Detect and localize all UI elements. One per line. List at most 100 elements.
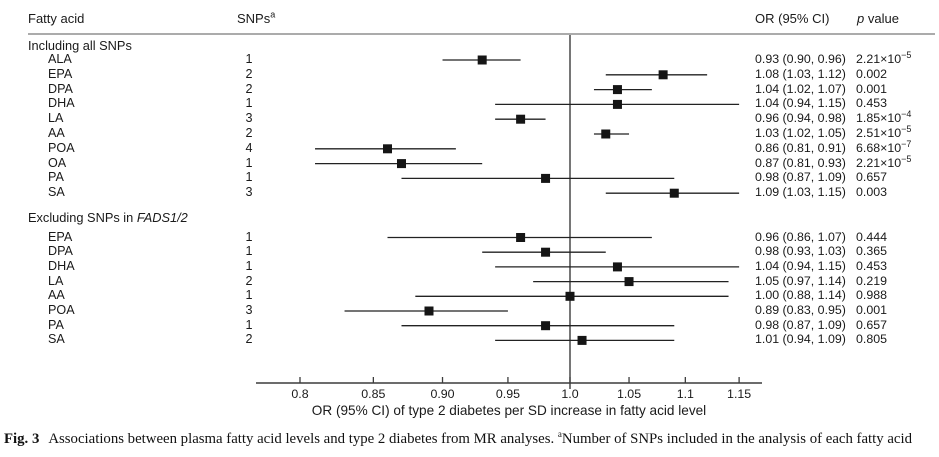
- point-marker: [516, 114, 526, 124]
- x-axis-tick-label: 1.0: [561, 387, 578, 401]
- p-value-exponent: −7: [901, 138, 912, 149]
- column-header-fatty-acid: Fatty acid: [28, 11, 85, 26]
- x-axis-tick-label: 0.85: [361, 387, 385, 401]
- p-value: 0.657: [856, 318, 887, 332]
- point-marker: [658, 70, 668, 80]
- p-value: 2.51×10−5: [856, 123, 912, 140]
- snp-count: 2: [245, 332, 253, 347]
- figure-caption: Fig. 3 Associations between plasma fatty …: [4, 430, 937, 448]
- row-label: LA: [48, 273, 64, 288]
- point-marker: [477, 55, 487, 65]
- or-ci-value: 0.96 (0.86, 1.07): [755, 229, 846, 244]
- point-marker: [624, 277, 634, 287]
- point-marker: [565, 291, 575, 301]
- p-value-base: 0.453: [856, 258, 888, 273]
- row-label: DPA: [48, 81, 73, 96]
- row-label: DHA: [48, 258, 75, 273]
- p-value: 0.444: [856, 230, 887, 244]
- or-ci-value: 0.98 (0.87, 1.09): [755, 317, 846, 332]
- or-ci-value: 0.98 (0.87, 1.09): [755, 170, 846, 185]
- x-axis-tick-label: 0.95: [496, 387, 520, 401]
- x-axis-label: OR (95% CI) of type 2 diabetes per SD in…: [311, 403, 707, 418]
- p-value: 0.003: [856, 185, 887, 199]
- caption-label: Fig. 3: [4, 431, 40, 447]
- or-ci-value: 1.08 (1.03, 1.12): [755, 66, 846, 81]
- p-value-base: 0.453: [856, 96, 888, 111]
- snp-count: 2: [245, 81, 253, 96]
- p-value: 1.85×10−4: [856, 109, 912, 126]
- p-value-base: 0.444: [856, 229, 888, 244]
- p-value: 0.453: [856, 259, 887, 273]
- p-value-exponent: −5: [901, 123, 912, 134]
- point-marker: [577, 335, 587, 345]
- or-ci-value: 0.96 (0.94, 0.98): [755, 111, 846, 126]
- p-value-base: 0.805: [856, 332, 888, 347]
- p-value-base: 0.003: [856, 185, 888, 200]
- row-label: SA: [48, 332, 65, 347]
- row-label: EPA: [48, 229, 73, 244]
- p-value: 0.805: [856, 332, 887, 346]
- point-marker: [396, 159, 406, 169]
- snp-count: 1: [245, 258, 253, 273]
- p-header-rest: value: [867, 11, 899, 26]
- point-marker: [516, 233, 526, 242]
- p-value: 0.001: [856, 82, 887, 96]
- x-axis-tick-label: 0.90: [430, 387, 454, 401]
- p-value: 0.453: [856, 96, 887, 110]
- section-title: Including all SNPs: [28, 38, 132, 53]
- caption-text: Associations between plasma fatty acid l…: [48, 431, 558, 447]
- p-value-base: 2.51×10: [856, 126, 902, 140]
- row-label: PA: [48, 170, 64, 185]
- point-marker: [669, 188, 679, 198]
- snp-count: 2: [245, 66, 253, 81]
- section-title: Excluding SNPs in FADS1/2: [28, 210, 188, 225]
- section-title-text: Including all SNPs: [28, 37, 132, 53]
- row-label: POA: [48, 140, 75, 155]
- or-ci-value: 1.00 (0.88, 1.14): [755, 288, 846, 303]
- p-value: 2.21×10−5: [856, 153, 912, 170]
- snp-count: 1: [245, 288, 253, 303]
- column-header-snps: SNPsa: [237, 10, 275, 26]
- p-value: 0.002: [856, 67, 887, 81]
- snp-count: 1: [245, 229, 253, 244]
- snps-header-text: SNPs: [237, 11, 271, 26]
- row-label: POA: [48, 303, 75, 317]
- row-label: DHA: [48, 96, 75, 111]
- snp-count: 1: [245, 170, 253, 185]
- or-ci-value: 1.03 (1.02, 1.05): [755, 126, 846, 140]
- p-value-exponent: −5: [901, 153, 912, 164]
- p-value: 0.657: [856, 170, 887, 184]
- row-label: EPA: [48, 66, 73, 81]
- p-value-exponent: −4: [901, 109, 912, 120]
- header-separator-rule: [28, 33, 935, 35]
- p-value-base: 0.002: [856, 66, 888, 81]
- p-value-base: 0.001: [856, 303, 888, 317]
- snp-count: 1: [245, 52, 253, 66]
- p-value: 0.001: [856, 303, 887, 317]
- row-label: ALA: [48, 52, 72, 66]
- p-value-base: 0.365: [856, 244, 888, 259]
- point-marker: [541, 173, 551, 183]
- snp-count: 2: [245, 126, 253, 140]
- p-value-base: 2.21×10: [856, 155, 902, 170]
- caption-footnote-text: Number of SNPs included in the analysis …: [561, 431, 913, 447]
- p-value: 2.21×10−5: [856, 49, 912, 66]
- or-ci-value: 1.05 (0.97, 1.14): [755, 273, 846, 288]
- p-value-exponent: −5: [901, 49, 912, 60]
- snp-count: 3: [245, 111, 253, 126]
- row-label: AA: [48, 126, 65, 140]
- column-header-or-ci: OR (95% CI): [755, 11, 830, 26]
- row-label: DPA: [48, 244, 73, 259]
- or-ci-value: 1.01 (0.94, 1.09): [755, 332, 846, 347]
- p-value-base: 1.85×10: [856, 111, 902, 126]
- snp-count: 3: [245, 303, 253, 317]
- point-marker: [383, 144, 393, 154]
- p-value-base: 0.657: [856, 317, 888, 332]
- or-ci-value: 1.04 (1.02, 1.07): [755, 81, 846, 96]
- p-value-base: 0.657: [856, 170, 888, 185]
- row-label: SA: [48, 185, 65, 200]
- snp-count: 3: [245, 185, 253, 200]
- or-ci-value: 1.04 (0.94, 1.15): [755, 96, 846, 111]
- snp-count: 4: [245, 140, 253, 155]
